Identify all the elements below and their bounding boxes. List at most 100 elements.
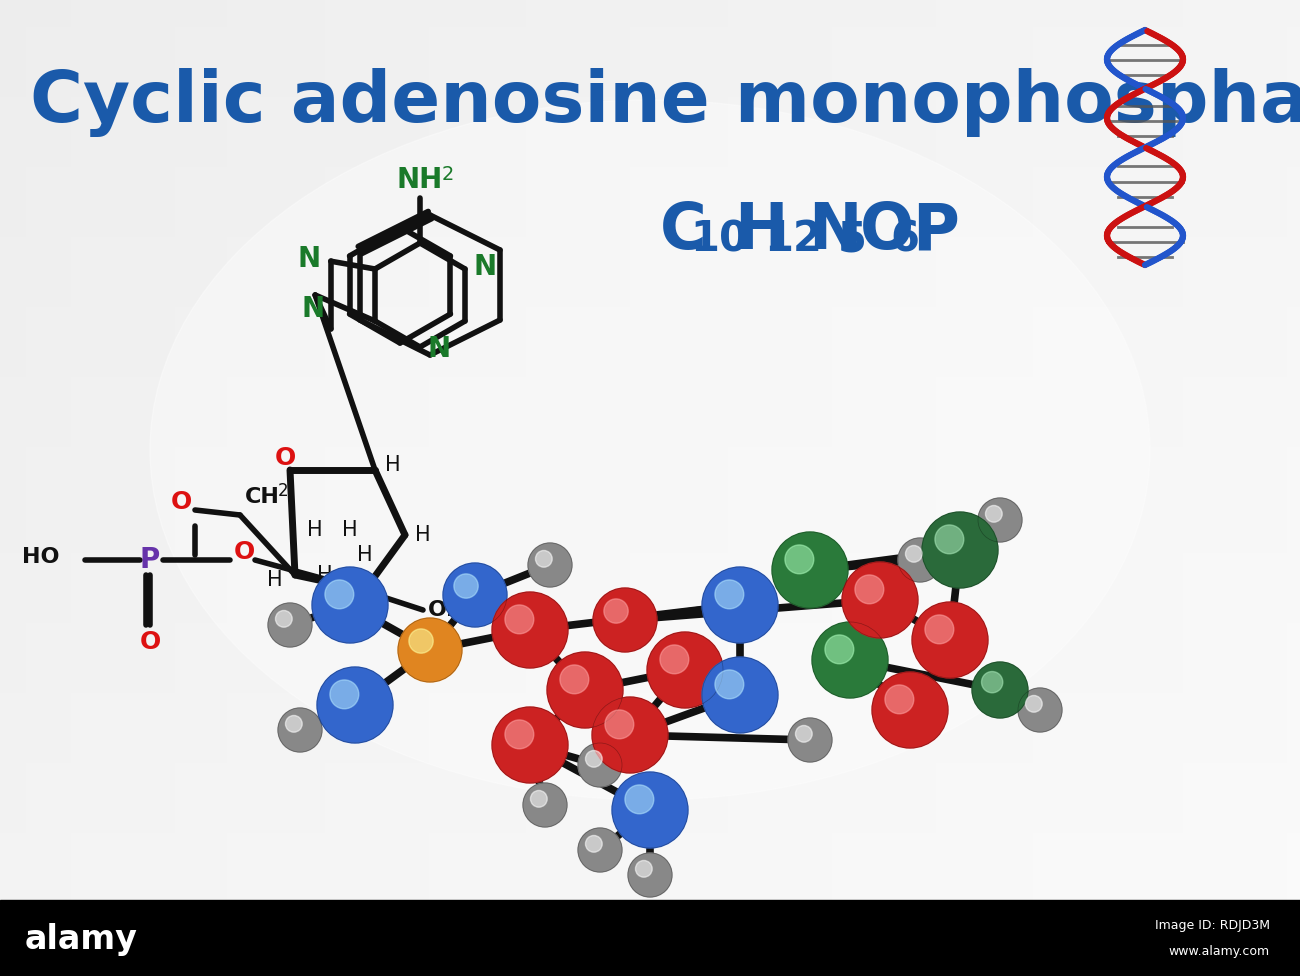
Circle shape — [317, 667, 393, 743]
Text: N: N — [298, 245, 321, 273]
Circle shape — [593, 588, 656, 652]
Circle shape — [972, 662, 1028, 718]
Text: N: N — [473, 253, 497, 281]
Text: Cyclic adenosine monophosphate: Cyclic adenosine monophosphate — [30, 68, 1300, 137]
Circle shape — [842, 562, 918, 638]
Text: NH: NH — [396, 166, 443, 194]
Circle shape — [855, 575, 884, 604]
Circle shape — [924, 615, 954, 644]
Text: O: O — [234, 540, 255, 564]
Text: H: H — [363, 598, 378, 618]
Circle shape — [325, 580, 354, 609]
Text: Image ID: RDJD3M: Image ID: RDJD3M — [1154, 918, 1270, 931]
Circle shape — [276, 610, 292, 628]
Circle shape — [286, 715, 302, 732]
Circle shape — [491, 592, 568, 668]
Circle shape — [523, 783, 567, 827]
Circle shape — [636, 861, 653, 877]
Text: 2: 2 — [278, 482, 289, 500]
Circle shape — [578, 828, 621, 872]
Circle shape — [715, 670, 744, 699]
Text: www.alamy.com: www.alamy.com — [1169, 946, 1270, 958]
Circle shape — [330, 680, 359, 709]
Text: O: O — [170, 490, 191, 514]
Text: H: H — [415, 525, 430, 545]
Circle shape — [443, 563, 507, 627]
Circle shape — [647, 632, 723, 708]
Text: 12: 12 — [764, 218, 822, 260]
Circle shape — [560, 665, 589, 694]
Text: O: O — [274, 446, 295, 470]
Circle shape — [788, 718, 832, 762]
Circle shape — [504, 720, 534, 749]
Circle shape — [504, 605, 534, 633]
Circle shape — [913, 602, 988, 678]
Circle shape — [491, 707, 568, 783]
Circle shape — [1018, 688, 1062, 732]
Circle shape — [268, 603, 312, 647]
Text: O: O — [139, 630, 161, 654]
Circle shape — [982, 671, 1002, 693]
Circle shape — [826, 635, 854, 664]
Text: OH: OH — [428, 600, 465, 620]
Circle shape — [454, 574, 478, 598]
Circle shape — [536, 550, 552, 567]
Circle shape — [812, 622, 888, 698]
Text: alamy: alamy — [25, 923, 138, 956]
Text: 2: 2 — [442, 165, 455, 183]
Bar — [0, 900, 1300, 976]
Circle shape — [922, 512, 998, 588]
Circle shape — [528, 543, 572, 587]
Circle shape — [796, 725, 812, 742]
Circle shape — [612, 772, 688, 848]
Text: H: H — [358, 545, 373, 565]
Circle shape — [585, 751, 602, 767]
Circle shape — [625, 785, 654, 814]
Text: C: C — [660, 200, 707, 262]
Text: HO: HO — [22, 547, 60, 567]
Circle shape — [312, 567, 387, 643]
Circle shape — [715, 580, 744, 609]
Circle shape — [872, 672, 948, 748]
Circle shape — [592, 697, 668, 773]
Circle shape — [898, 538, 942, 582]
Text: N: N — [302, 295, 325, 323]
Circle shape — [772, 532, 848, 608]
Text: H: H — [342, 520, 358, 540]
Text: H: H — [385, 455, 400, 475]
Circle shape — [410, 629, 433, 653]
Text: P: P — [140, 546, 160, 574]
Circle shape — [702, 567, 777, 643]
Circle shape — [985, 506, 1002, 522]
Circle shape — [702, 657, 777, 733]
Text: 10: 10 — [690, 218, 748, 260]
Circle shape — [906, 546, 922, 562]
Text: H: H — [307, 520, 322, 540]
Text: P: P — [913, 200, 959, 262]
Text: H: H — [317, 565, 333, 585]
Ellipse shape — [150, 100, 1150, 800]
Text: O: O — [861, 200, 914, 262]
Text: H: H — [734, 200, 788, 262]
Circle shape — [578, 743, 621, 787]
Circle shape — [604, 710, 634, 739]
Circle shape — [278, 708, 322, 752]
Circle shape — [785, 545, 814, 574]
Circle shape — [660, 645, 689, 673]
Circle shape — [585, 835, 602, 852]
Circle shape — [547, 652, 623, 728]
Circle shape — [935, 525, 963, 553]
Text: 5: 5 — [838, 218, 867, 260]
Text: H: H — [268, 570, 283, 590]
Circle shape — [628, 853, 672, 897]
Circle shape — [1026, 696, 1043, 712]
Text: N: N — [428, 335, 451, 363]
Text: N: N — [809, 200, 862, 262]
Text: CH: CH — [244, 487, 280, 507]
Circle shape — [530, 791, 547, 807]
Circle shape — [398, 618, 462, 682]
Circle shape — [604, 599, 628, 624]
Circle shape — [978, 498, 1022, 542]
Circle shape — [885, 685, 914, 713]
Text: 6: 6 — [891, 218, 919, 260]
